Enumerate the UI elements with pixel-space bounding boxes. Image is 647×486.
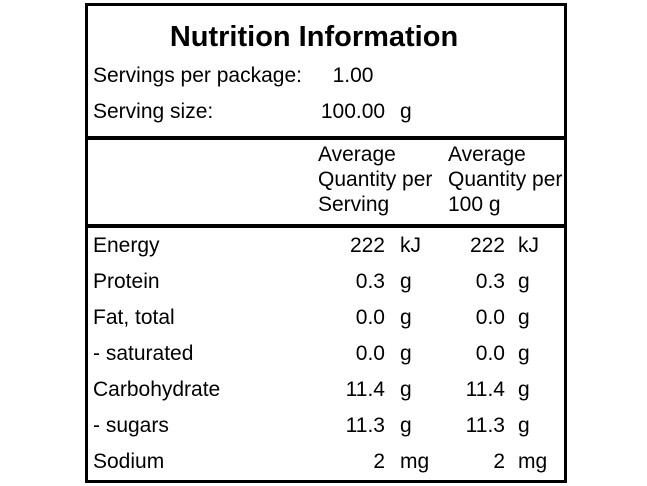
nutrient-table-body: Energy 222 kJ 222 kJ Protein 0.3 g 0.3 g…: [88, 228, 564, 480]
per-100g-unit: g: [518, 378, 530, 401]
nutrient-name: Protein: [93, 270, 160, 293]
per-100g-unit: kJ: [518, 234, 539, 257]
column-header-spacer: [88, 140, 318, 224]
per-serving-value: 2: [373, 450, 385, 473]
per-serving-unit: g: [400, 378, 412, 401]
per-serving-unit: g: [400, 270, 412, 293]
per-100g-unit: g: [518, 270, 530, 293]
nutrient-row: Sodium 2 mg 2 mg: [88, 444, 564, 480]
nutrient-name: - sugars: [93, 414, 169, 437]
per-serving-value: 222: [349, 234, 385, 257]
per-serving-unit: g: [400, 306, 412, 329]
per-100g-value: 2: [493, 450, 505, 473]
column-header-row: Average Quantity per Serving Average Qua…: [88, 140, 564, 224]
column-header-per-serving: Average Quantity per Serving: [318, 140, 448, 224]
servings-per-package-value: 1.00: [332, 64, 374, 87]
nutrient-row: - sugars 11.3 g 11.3 g: [88, 408, 564, 444]
per-100g-value: 0.0: [475, 306, 505, 329]
label-header-section: Nutrition Information Servings per packa…: [88, 6, 564, 136]
per-100g-value: 222: [469, 234, 505, 257]
column-header-per-100g: Average Quantity per 100 g: [448, 140, 564, 224]
per-serving-unit: g: [400, 342, 412, 365]
nutrient-name: - saturated: [93, 342, 194, 365]
column-header-line: Average: [448, 143, 526, 166]
per-100g-value: 11.3: [465, 414, 505, 437]
per-serving-value: 0.0: [355, 342, 385, 365]
servings-per-package-row: Servings per package: 1.00: [88, 58, 564, 94]
per-100g-unit: g: [518, 342, 530, 365]
per-serving-unit: kJ: [400, 234, 421, 257]
per-serving-unit: g: [400, 414, 412, 437]
per-serving-value: 0.3: [355, 270, 385, 293]
per-100g-unit: g: [518, 306, 530, 329]
per-100g-value: 0.3: [475, 270, 505, 293]
section-divider-bottom: [88, 224, 564, 228]
per-serving-value: 11.4: [345, 378, 385, 401]
column-header-line: Quantity per: [318, 168, 433, 191]
nutrient-row: - saturated 0.0 g 0.0 g: [88, 336, 564, 372]
per-100g-value: 0.0: [475, 342, 505, 365]
per-serving-unit: mg: [400, 450, 430, 473]
serving-size-row: Serving size: 100.00 g: [88, 94, 564, 130]
column-header-line: Quantity per: [448, 168, 563, 191]
nutrient-row: Protein 0.3 g 0.3 g: [88, 264, 564, 300]
nutrient-name: Carbohydrate: [93, 378, 221, 401]
nutrient-row: Carbohydrate 11.4 g 11.4 g: [88, 372, 564, 408]
column-header-line: 100 g: [448, 193, 501, 216]
nutrient-name: Energy: [93, 234, 160, 257]
serving-size-value: 100.00: [320, 100, 386, 123]
serving-size-label: Serving size:: [93, 100, 214, 123]
per-serving-value: 11.3: [345, 414, 385, 437]
per-100g-value: 11.4: [465, 378, 505, 401]
servings-per-package-label: Servings per package:: [93, 64, 302, 87]
nutrient-name: Sodium: [93, 450, 165, 473]
per-serving-value: 0.0: [355, 306, 385, 329]
nutrient-name: Fat, total: [93, 306, 175, 329]
nutrition-label: Nutrition Information Servings per packa…: [85, 3, 567, 483]
serving-size-unit: g: [400, 100, 412, 123]
per-100g-unit: mg: [518, 450, 548, 473]
nutrient-row: Energy 222 kJ 222 kJ: [88, 228, 564, 264]
section-divider-top: [88, 136, 564, 140]
label-title: Nutrition Information: [169, 21, 459, 53]
column-header-line: Average: [318, 143, 396, 166]
nutrient-row: Fat, total 0.0 g 0.0 g: [88, 300, 564, 336]
per-100g-unit: g: [518, 414, 530, 437]
column-header-line: Serving: [318, 193, 390, 216]
